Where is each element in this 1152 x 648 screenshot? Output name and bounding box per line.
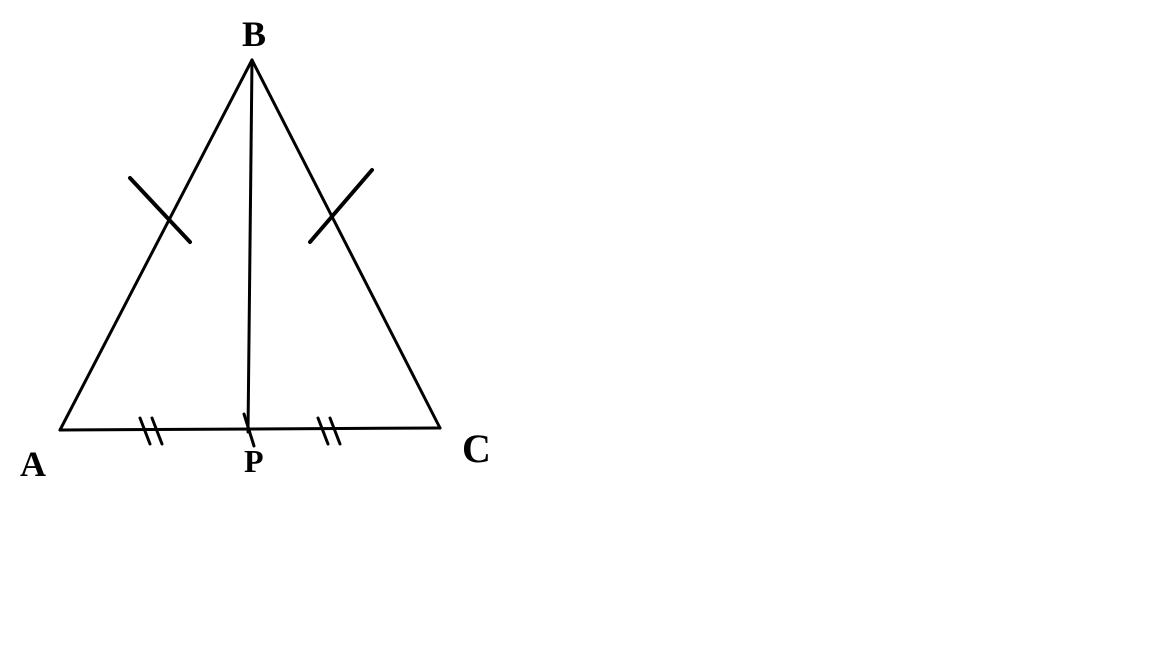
vertex-label-a: A: [20, 444, 46, 484]
edge-BC: [252, 60, 440, 428]
geometry-diagram: A B C P: [0, 0, 1152, 648]
tick-base-right-2: [330, 418, 340, 444]
vertex-label-b: B: [242, 14, 266, 54]
vertex-label-c: C: [462, 426, 491, 471]
vertex-label-p: P: [244, 443, 264, 479]
median-BP: [248, 60, 252, 432]
edge-AB: [60, 60, 252, 430]
tick-base-right-1: [318, 418, 328, 444]
tick-cross-ab: [130, 178, 190, 242]
